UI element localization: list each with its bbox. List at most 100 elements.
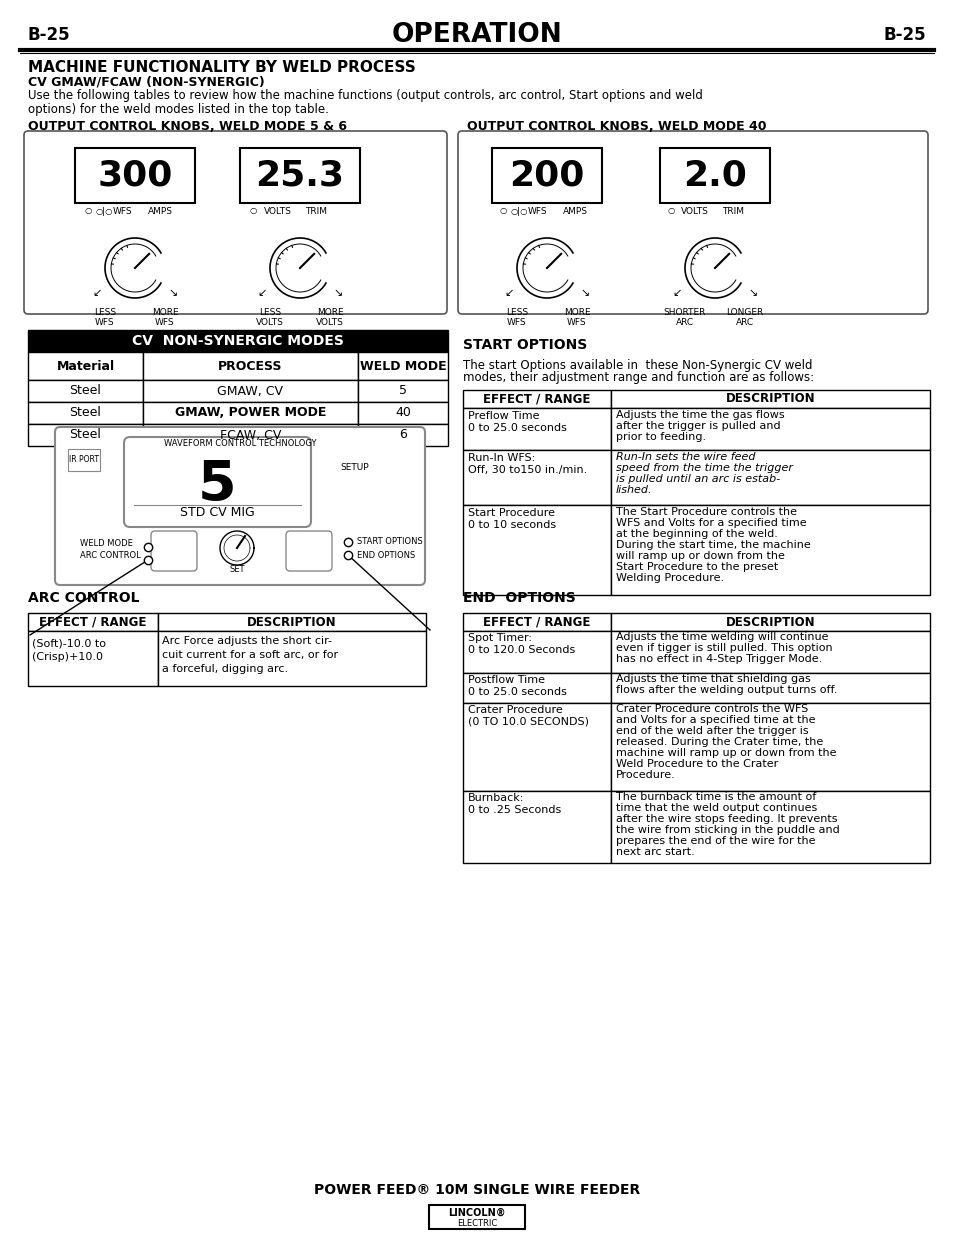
Text: 300: 300 [97,158,172,193]
Bar [158,631,426,685]
Bar [357,380,448,403]
Text: 0 to 25.0 seconds: 0 to 25.0 seconds [468,424,566,433]
Text: 0 to 10 seconds: 0 to 10 seconds [468,520,556,530]
Text: TRIM: TRIM [721,206,743,215]
Text: ARC CONTROL: ARC CONTROL [28,592,139,605]
Text: and Volts for a specified time at the: and Volts for a specified time at the [616,715,815,725]
Text: WAVEFORM CONTROL TECHNOLOGY: WAVEFORM CONTROL TECHNOLOGY [164,440,315,448]
Text: DESCRIPTION: DESCRIPTION [725,393,815,405]
Text: 200: 200 [509,158,584,193]
Text: machine will ramp up or down from the: machine will ramp up or down from the [616,748,836,758]
Text: WELD MODE: WELD MODE [359,359,446,373]
Bar [610,703,929,790]
Bar [240,148,359,203]
Text: SHORTER
ARC: SHORTER ARC [663,308,705,327]
Text: ↘: ↘ [333,288,342,298]
Text: options) for the weld modes listed in the top table.: options) for the weld modes listed in th… [28,103,329,116]
Text: Weld Procedure to the Crater: Weld Procedure to the Crater [616,760,778,769]
Text: (Crisp)+10.0: (Crisp)+10.0 [32,652,103,662]
Bar [610,673,929,703]
Text: at the beginning of the weld.: at the beginning of the weld. [616,529,777,538]
Text: ○|○: ○|○ [96,206,113,215]
Bar [28,613,158,631]
Text: Adjusts the time the gas flows: Adjusts the time the gas flows [616,410,783,420]
Text: AMPS: AMPS [562,206,587,215]
Text: PROCESS: PROCESS [218,359,282,373]
Bar [28,631,158,685]
Text: VOLTS: VOLTS [680,206,708,215]
Text: DESCRIPTION: DESCRIPTION [725,615,815,629]
Text: LONGER
ARC: LONGER ARC [725,308,762,327]
Text: Adjusts the time that shielding gas: Adjusts the time that shielding gas [616,674,810,684]
Text: Use the following tables to review how the machine functions (output controls, a: Use the following tables to review how t… [28,89,702,103]
Text: ○: ○ [250,206,257,215]
Bar [68,450,100,471]
Text: The start Options available in  these Non-Synergic CV weld: The start Options available in these Non… [462,358,812,372]
Text: During the start time, the machine: During the start time, the machine [616,540,810,550]
Bar [143,403,357,424]
Text: Crater Procedure: Crater Procedure [468,705,562,715]
Text: 40: 40 [395,406,411,420]
Text: even if tigger is still pulled. This option: even if tigger is still pulled. This opt… [616,643,832,653]
Text: 0 to 120.0 Seconds: 0 to 120.0 Seconds [468,645,575,655]
Text: ELECTRIC: ELECTRIC [456,1219,497,1228]
Bar [357,403,448,424]
Text: AMPS: AMPS [148,206,172,215]
Text: POWER FEED® 10M SINGLE WIRE FEEDER: POWER FEED® 10M SINGLE WIRE FEEDER [314,1183,639,1197]
Text: is pulled until an arc is estab-: is pulled until an arc is estab- [616,474,780,484]
Text: EFFECT / RANGE: EFFECT / RANGE [39,615,147,629]
Text: modes, their adjustment range and function are as follows:: modes, their adjustment range and functi… [462,372,813,384]
Text: B-25: B-25 [28,26,71,44]
Text: B-25: B-25 [882,26,925,44]
Text: flows after the welding output turns off.: flows after the welding output turns off… [616,685,837,695]
Bar [143,424,357,446]
Text: GMAW, POWER MODE: GMAW, POWER MODE [174,406,326,420]
Text: 2.0: 2.0 [682,158,746,193]
Text: WELD MODE: WELD MODE [80,538,132,547]
Text: OPERATION: OPERATION [392,22,561,48]
Text: GMAW, CV: GMAW, CV [217,384,283,398]
Bar [610,390,929,408]
Text: START OPTIONS: START OPTIONS [462,338,587,352]
FancyBboxPatch shape [55,427,424,585]
Bar [492,148,601,203]
Text: ↙: ↙ [92,288,102,298]
Bar [75,148,194,203]
Text: Welding Procedure.: Welding Procedure. [616,573,723,583]
Text: Burnback:: Burnback: [468,793,524,803]
Text: ARC CONTROL: ARC CONTROL [80,552,141,561]
Text: the wire from sticking in the puddle and: the wire from sticking in the puddle and [616,825,839,835]
Bar [28,403,143,424]
Text: SET: SET [229,566,245,574]
Text: ○: ○ [667,206,675,215]
Bar [462,505,610,595]
Text: 25.3: 25.3 [255,158,344,193]
Text: IR PORT: IR PORT [69,456,99,464]
Text: released. During the Crater time, the: released. During the Crater time, the [616,737,822,747]
Text: OUTPUT CONTROL KNOBS, WELD MODE 5 & 6: OUTPUT CONTROL KNOBS, WELD MODE 5 & 6 [28,120,347,132]
Bar [28,330,448,352]
Text: WFS and Volts for a specified time: WFS and Volts for a specified time [616,517,806,529]
Text: ↙: ↙ [672,288,681,298]
Text: has no effect in 4-Step Trigger Mode.: has no effect in 4-Step Trigger Mode. [616,655,821,664]
Text: The burnback time is the amount of: The burnback time is the amount of [616,792,816,802]
Text: after the wire stops feeding. It prevents: after the wire stops feeding. It prevent… [616,814,837,824]
Text: Adjusts the time welding will continue: Adjusts the time welding will continue [616,632,827,642]
Text: a forceful, digging arc.: a forceful, digging arc. [162,664,288,674]
Bar [462,703,610,790]
Text: Start Procedure to the preset: Start Procedure to the preset [616,562,778,572]
Text: Off, 30 to150 in./min.: Off, 30 to150 in./min. [468,466,587,475]
Bar [28,424,143,446]
Text: The Start Procedure controls the: The Start Procedure controls the [616,508,796,517]
Text: MORE
WFS: MORE WFS [152,308,178,327]
Text: LESS
VOLTS: LESS VOLTS [255,308,284,327]
Text: TRIM: TRIM [305,206,327,215]
Text: Spot Timer:: Spot Timer: [468,634,532,643]
Text: ↙: ↙ [257,288,267,298]
Text: LINCOLN®: LINCOLN® [448,1208,505,1218]
Text: 0 to 25.0 seconds: 0 to 25.0 seconds [468,687,566,697]
Bar [28,380,143,403]
Text: Preflow Time: Preflow Time [468,411,539,421]
Text: WFS: WFS [527,206,547,215]
Bar [462,790,610,863]
